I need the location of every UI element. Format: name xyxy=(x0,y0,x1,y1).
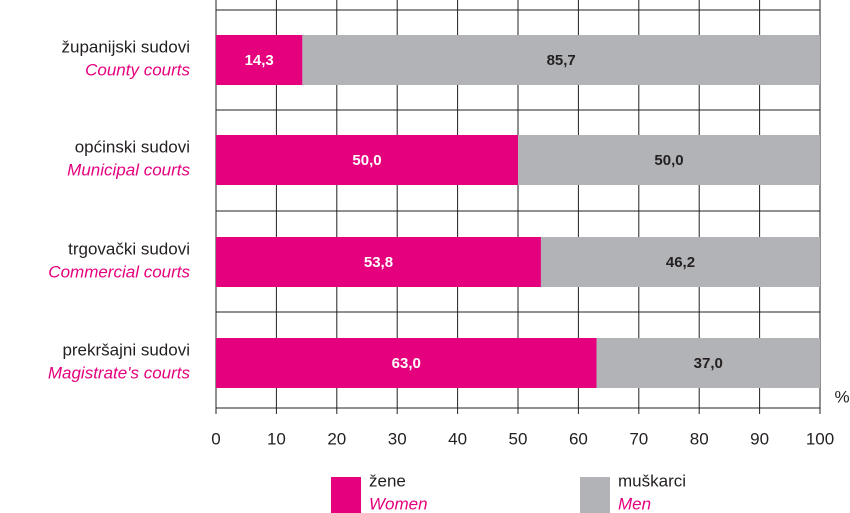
data-label: 63,0 xyxy=(392,355,421,372)
category-label: županijski sudovi xyxy=(61,37,190,56)
x-tick-label: 50 xyxy=(509,429,528,448)
category-label-en: Magistrate's courts xyxy=(48,363,191,382)
legend-label-en: Women xyxy=(369,494,428,513)
x-tick-label: 40 xyxy=(448,429,467,448)
category-label: trgovački sudovi xyxy=(68,239,190,258)
x-tick-label: 60 xyxy=(569,429,588,448)
x-tick-label: 70 xyxy=(629,429,648,448)
x-tick-label: 90 xyxy=(750,429,769,448)
legend-swatch xyxy=(580,477,610,513)
data-label: 50,0 xyxy=(654,152,683,169)
bar-segment xyxy=(302,35,820,85)
x-tick-label: 20 xyxy=(327,429,346,448)
data-label: 14,3 xyxy=(245,52,274,69)
category-label: općinski sudovi xyxy=(75,137,190,156)
data-label: 37,0 xyxy=(694,355,723,372)
data-label: 85,7 xyxy=(547,52,576,69)
x-tick-label: 80 xyxy=(690,429,709,448)
bar-segment xyxy=(596,338,820,388)
bar-segment xyxy=(540,237,820,287)
bar-segment xyxy=(216,237,541,287)
x-tick-label: 0 xyxy=(211,429,220,448)
x-axis-label: % xyxy=(834,387,849,406)
category-label-en: Municipal courts xyxy=(67,160,190,179)
x-tick-label: 100 xyxy=(806,429,834,448)
bar-segment xyxy=(216,35,303,85)
bar-segment xyxy=(216,135,518,185)
category-label-en: Commercial courts xyxy=(48,262,190,281)
bar-segment xyxy=(216,338,597,388)
category-label: prekršajni sudovi xyxy=(62,340,190,359)
data-label: 50,0 xyxy=(352,152,381,169)
data-label: 53,8 xyxy=(364,254,393,271)
legend-swatch xyxy=(331,477,361,513)
bar-segment xyxy=(518,135,820,185)
legend-label: muškarci xyxy=(618,471,686,490)
legend-label: žene xyxy=(369,471,406,490)
legend-label-en: Men xyxy=(618,494,651,513)
x-tick-label: 30 xyxy=(388,429,407,448)
category-label-en: County courts xyxy=(85,60,190,79)
data-label: 46,2 xyxy=(666,254,695,271)
x-tick-label: 10 xyxy=(267,429,286,448)
